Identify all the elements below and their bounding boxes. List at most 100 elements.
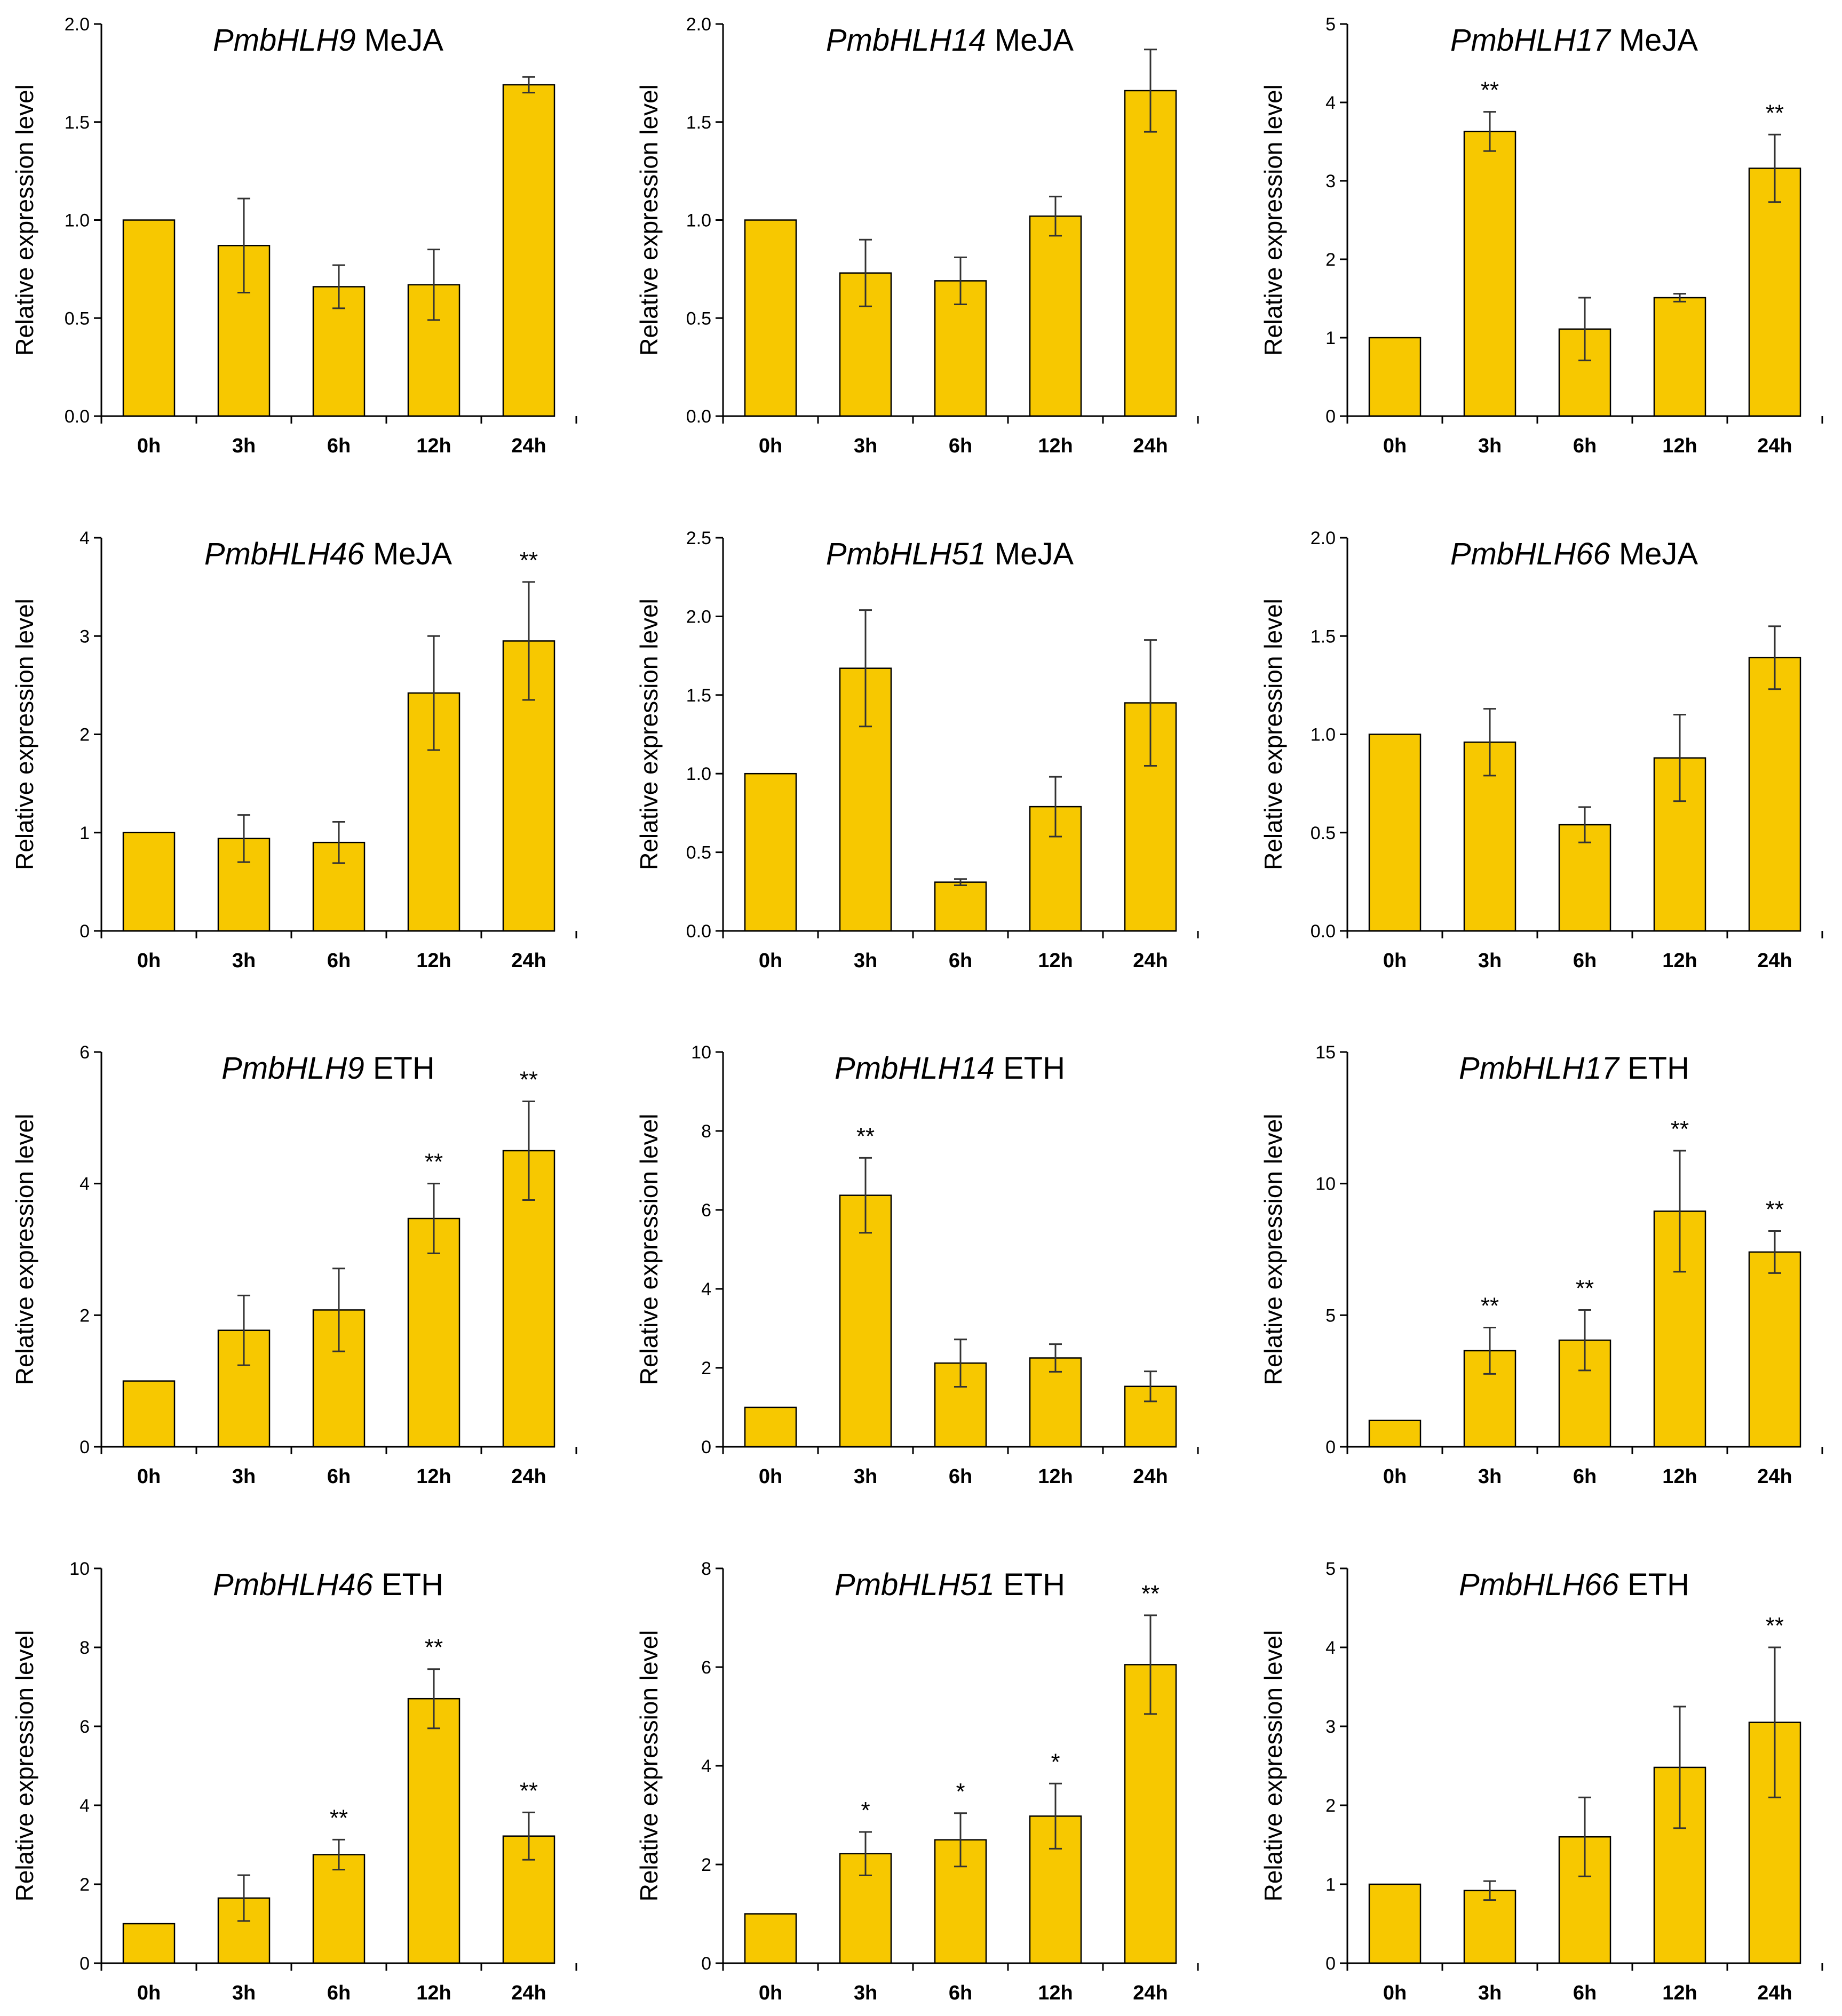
y-tick-label: 2 — [80, 1305, 90, 1326]
chart-panel: 0h 3h ** 6h ** 12h ** 24h 0 2 4 6 8 10 Relative expres… — [11, 1559, 577, 2004]
y-tick-label: 8 — [701, 1121, 711, 1142]
y-tick-label: 2 — [80, 725, 90, 745]
significance-label: ** — [1766, 100, 1784, 126]
bar — [744, 219, 797, 417]
gene-name: PmbHLH9 — [213, 23, 356, 58]
x-tick-label: 6h — [1573, 435, 1597, 457]
bar — [502, 84, 555, 417]
bar — [1463, 131, 1517, 417]
x-tick-label: 3h — [232, 1465, 256, 1488]
x-tick-label: 3h — [1478, 1982, 1502, 2004]
x-tick-label: 3h — [232, 435, 256, 457]
panel-title: PmbHLH14 MeJA — [826, 23, 1074, 58]
y-axis-title: Relative expression level — [1259, 599, 1287, 870]
y-tick-label: 1.5 — [65, 113, 90, 133]
x-tick-label: 12h — [1662, 1465, 1697, 1488]
panel-title: PmbHLH9 MeJA — [213, 23, 443, 58]
x-tick-label: 0h — [1383, 1982, 1407, 2004]
bar — [1653, 297, 1706, 417]
y-tick-label: 1.0 — [1311, 725, 1336, 745]
x-tick-label: 0h — [137, 435, 161, 457]
y-tick-label: 4 — [1325, 93, 1336, 113]
bar — [407, 1698, 461, 1964]
y-tick-label: 5 — [1325, 1305, 1336, 1326]
significance-label: ** — [1766, 1196, 1784, 1222]
treatment-name: MeJA — [986, 537, 1074, 571]
y-tick-label: 1.0 — [65, 211, 90, 231]
panel-title: PmbHLH66 ETH — [1459, 1567, 1689, 1602]
y-tick-label: 4 — [80, 528, 90, 548]
panel-title: PmbHLH9 ETH — [221, 1051, 435, 1086]
chart-panel: 0h 3h 6h 12h 24h 0.0 0.5 1.0 1.5 2.0 2.5 Relative e… — [635, 528, 1199, 972]
bar — [1368, 1420, 1422, 1448]
bar — [1029, 1357, 1082, 1448]
y-axis-title: Relative expression level — [1259, 1114, 1287, 1385]
x-tick-label: 6h — [1573, 950, 1597, 972]
significance-label: ** — [425, 1635, 443, 1661]
x-tick-label: 24h — [1133, 435, 1168, 457]
y-tick-label: 15 — [1315, 1042, 1336, 1063]
y-axis-title: Relative expression level — [11, 84, 38, 356]
gene-name: PmbHLH66 — [1459, 1567, 1619, 1602]
treatment-name: MeJA — [356, 23, 444, 58]
x-tick-label: 12h — [416, 950, 451, 972]
treatment-name: MeJA — [1610, 23, 1698, 58]
x-tick-label: 6h — [949, 435, 972, 457]
panel-title: PmbHLH17 ETH — [1459, 1051, 1689, 1086]
y-tick-label: 0.5 — [1311, 823, 1336, 843]
significance-label: ** — [1671, 1116, 1689, 1142]
chart-panel: 0h ** 3h 6h 12h 24h 0 2 4 6 8 10 Relative expression… — [635, 1042, 1199, 1488]
x-tick-label: 24h — [511, 1465, 546, 1488]
significance-label: ** — [856, 1123, 875, 1149]
treatment-name: ETH — [373, 1567, 443, 1602]
x-tick-label: 0h — [759, 1982, 782, 2004]
significance-label: ** — [1481, 1293, 1499, 1319]
x-tick-label: 6h — [949, 1465, 972, 1488]
bar — [312, 1854, 366, 1964]
gene-name: PmbHLH9 — [221, 1051, 364, 1086]
y-tick-label: 6 — [80, 1717, 90, 1737]
panel-title: PmbHLH51 MeJA — [826, 537, 1074, 571]
y-tick-label: 6 — [701, 1658, 711, 1678]
y-tick-label: 4 — [701, 1756, 711, 1776]
treatment-name: ETH — [1619, 1051, 1689, 1086]
x-tick-label: 0h — [137, 1465, 161, 1488]
treatment-name: MeJA — [986, 23, 1074, 58]
y-tick-label: 6 — [80, 1042, 90, 1063]
chart-panel: 0h 3h 6h 12h 24h 0.0 0.5 1.0 1.5 2.0 Relative expr… — [635, 14, 1199, 457]
x-tick-label: 6h — [949, 1982, 972, 2004]
x-tick-label: 24h — [511, 950, 546, 972]
y-tick-label: 0.0 — [686, 921, 711, 942]
x-tick-label: 3h — [1478, 435, 1502, 457]
treatment-name: MeJA — [1610, 537, 1698, 571]
x-tick-label: 24h — [1757, 435, 1792, 457]
y-tick-label: 6 — [701, 1200, 711, 1221]
bar — [839, 1194, 892, 1448]
y-axis-title: Relative expression level — [11, 599, 38, 870]
y-tick-label: 0.0 — [686, 407, 711, 427]
y-axis-title: Relative expression level — [635, 599, 663, 870]
bar — [744, 1406, 797, 1448]
x-tick-label: 0h — [1383, 1465, 1407, 1488]
y-axis-title: Relative expression level — [1259, 1630, 1287, 1902]
x-tick-label: 6h — [327, 950, 351, 972]
x-tick-label: 0h — [759, 1465, 782, 1488]
bar — [122, 219, 176, 417]
chart-panel: 0h ** 3h ** 6h ** 12h ** 24h 0 5 10 15 Relative expre… — [1259, 1042, 1823, 1488]
x-tick-label: 12h — [416, 435, 451, 457]
y-tick-label: 10 — [69, 1559, 90, 1579]
panel-title: PmbHLH46 ETH — [213, 1567, 443, 1602]
y-tick-label: 5 — [1325, 1559, 1336, 1579]
bar — [1029, 215, 1082, 417]
chart-panel: 0h 3h 6h 12h 24h 0.0 0.5 1.0 1.5 2.0 Relative expr… — [1259, 528, 1823, 972]
gene-name: PmbHLH14 — [826, 23, 986, 58]
y-tick-label: 1 — [80, 823, 90, 843]
significance-label: ** — [1481, 77, 1499, 103]
significance-label: * — [956, 1779, 965, 1805]
x-tick-label: 3h — [1478, 1465, 1502, 1488]
bar — [744, 1913, 797, 1964]
y-tick-label: 2.0 — [686, 14, 711, 35]
bar — [122, 832, 176, 932]
x-tick-label: 0h — [137, 1982, 161, 2004]
chart-panel: 0h ** 3h 6h 12h ** 24h 0 1 2 3 4 5 Relative expressio… — [1259, 14, 1823, 457]
